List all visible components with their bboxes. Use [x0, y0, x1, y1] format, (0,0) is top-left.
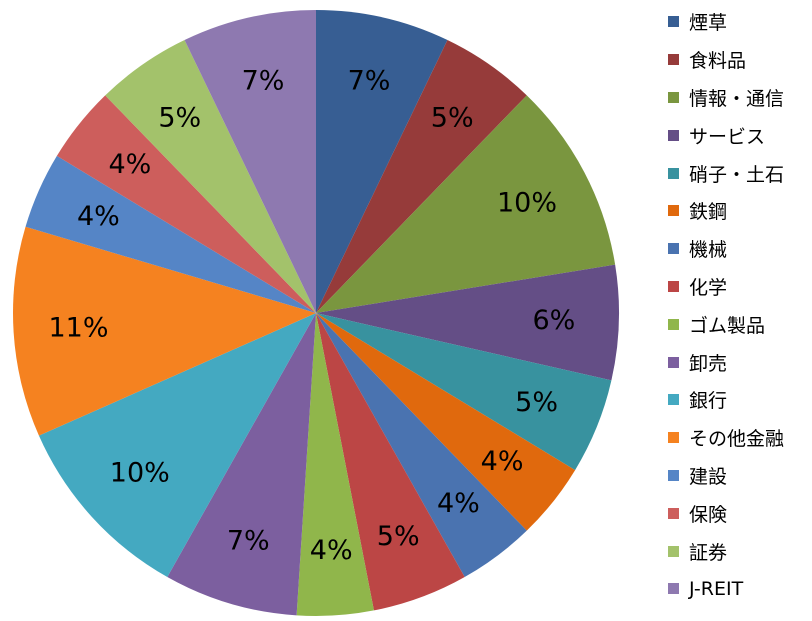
pie-slice-1: [316, 10, 448, 313]
legend-swatch: [668, 469, 679, 481]
legend-swatch: [668, 280, 679, 292]
legend-label: 機械: [689, 239, 728, 262]
slice-data-label: 4%: [77, 201, 120, 232]
legend-label: J-REIT: [689, 577, 744, 600]
slice-data-label: 7%: [348, 66, 391, 97]
slice-data-label: 11%: [48, 313, 108, 344]
legend-item: J-REIT: [668, 570, 808, 608]
pie-slices: [12, 9, 620, 617]
legend-swatch: [668, 54, 679, 66]
legend-swatch: [668, 318, 679, 330]
legend-label: ゴム製品: [689, 314, 766, 337]
legend-item: サービス: [668, 116, 808, 154]
slice-data-label: 4%: [481, 446, 524, 477]
pie-slice-3: [316, 95, 616, 313]
legend-swatch: [668, 167, 679, 179]
legend-item: 硝子・土石: [668, 154, 808, 192]
slice-data-label: 4%: [108, 149, 151, 180]
legend-swatch: [668, 205, 679, 217]
pie-slice-5: [316, 313, 612, 471]
pie-slice-8: [316, 313, 465, 611]
pie-slice-4: [316, 264, 620, 381]
pie-slice-14: [56, 95, 316, 313]
pie-slice-2: [316, 40, 527, 313]
legend-label: サービス: [689, 125, 766, 148]
legend-item: ゴム製品: [668, 305, 808, 343]
legend-swatch: [668, 583, 679, 595]
pie-slice-15: [105, 40, 317, 313]
legend-item: 銀行: [668, 381, 808, 419]
legend-item: 保険: [668, 494, 808, 532]
chart-legend: 煙草食料品情報・通信サービス硝子・土石鉄鋼機械化学ゴム製品卸売銀行その他金融建設…: [668, 3, 808, 608]
slice-data-label: 6%: [532, 305, 575, 336]
legend-item: 化学: [668, 268, 808, 306]
legend-item: 卸売: [668, 343, 808, 381]
legend-label: その他金融: [689, 428, 785, 451]
pie-slice-9: [296, 313, 374, 617]
pie-slice-13: [25, 155, 317, 313]
legend-swatch: [668, 129, 679, 141]
slice-data-label: 10%: [497, 187, 557, 218]
slice-data-label: 7%: [227, 526, 270, 557]
legend-label: 銀行: [689, 390, 728, 413]
pie-slice-10: [167, 313, 316, 616]
legend-label: 化学: [689, 276, 728, 299]
slice-data-label: 4%: [437, 488, 480, 519]
pie-slice-12: [12, 226, 317, 436]
legend-label: 保険: [689, 503, 728, 526]
legend-item: 証券: [668, 532, 808, 570]
legend-swatch: [668, 394, 679, 406]
slice-data-label: 5%: [377, 521, 420, 552]
legend-swatch: [668, 16, 679, 28]
legend-swatch: [668, 545, 679, 557]
slice-data-label: 5%: [158, 102, 201, 133]
legend-swatch: [668, 432, 679, 444]
legend-label: 建設: [689, 465, 728, 488]
legend-label: 食料品: [689, 50, 747, 73]
legend-swatch: [668, 243, 679, 255]
legend-label: 鉄鋼: [689, 201, 728, 224]
legend-item: 情報・通信: [668, 79, 808, 117]
legend-label: 煙草: [689, 12, 728, 35]
pie-slice-11: [38, 313, 317, 578]
legend-item: 機械: [668, 230, 808, 268]
legend-label: 証券: [689, 541, 728, 564]
legend-label: 卸売: [689, 352, 728, 375]
pie-slice-6: [316, 313, 576, 531]
pie-slice-16: [184, 9, 316, 313]
legend-item: その他金融: [668, 419, 808, 457]
slice-data-label: 5%: [515, 387, 558, 418]
pie-data-labels: 7%5%10%6%5%4%4%5%4%7%10%11%4%4%5%7%: [48, 66, 575, 567]
legend-swatch: [668, 91, 679, 103]
pie-slice-7: [316, 313, 527, 578]
legend-swatch: [668, 507, 679, 519]
slice-data-label: 4%: [310, 535, 353, 566]
legend-item: 煙草: [668, 3, 808, 41]
legend-label: 情報・通信: [689, 87, 785, 110]
legend-label: 硝子・土石: [689, 163, 785, 186]
legend-swatch: [668, 356, 679, 368]
slice-data-label: 10%: [110, 458, 170, 489]
legend-item: 鉄鋼: [668, 192, 808, 230]
slice-data-label: 5%: [431, 102, 474, 133]
legend-item: 建設: [668, 457, 808, 495]
legend-item: 食料品: [668, 41, 808, 79]
slice-data-label: 7%: [242, 66, 285, 97]
